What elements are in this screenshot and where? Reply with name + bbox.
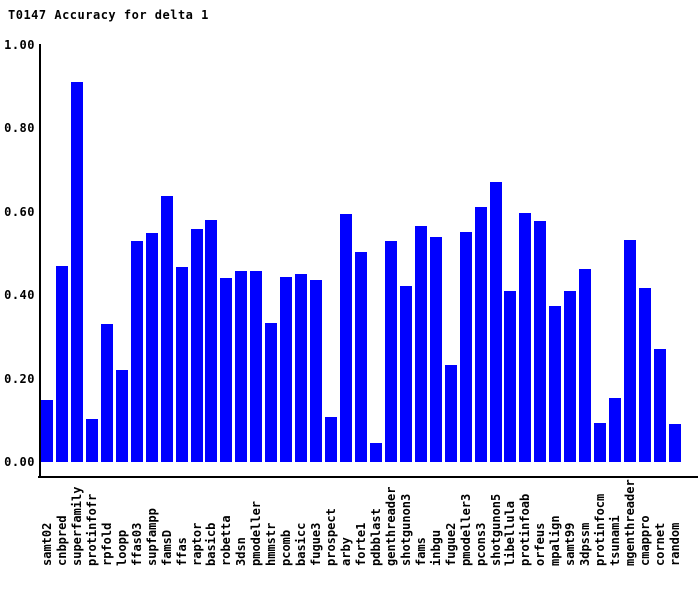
bar-3dpssm bbox=[579, 269, 591, 462]
bar-samt99 bbox=[564, 291, 576, 462]
x-tick-label-supfampp: supfampp bbox=[145, 508, 159, 566]
x-tick-label-3dpssm: 3dpssm bbox=[578, 522, 592, 566]
bar-samt02 bbox=[41, 400, 53, 462]
x-tick-label-rpfold: rpfold bbox=[100, 522, 114, 566]
x-tick-label-tsunami: tsunami bbox=[608, 515, 622, 566]
x-tick-label-random: random bbox=[668, 522, 682, 566]
bar-inbgu bbox=[430, 237, 442, 462]
x-tick-label-basicb: basicb bbox=[204, 522, 218, 566]
x-tick-label-3dsn: 3dsn bbox=[234, 537, 248, 566]
bar-basicb bbox=[205, 220, 217, 462]
bar-prospect bbox=[325, 417, 337, 462]
bar-genthreader bbox=[385, 241, 397, 462]
bar-random bbox=[669, 424, 681, 462]
x-tick-label-samt99: samt99 bbox=[563, 522, 577, 566]
bar-basicc bbox=[295, 274, 307, 462]
x-tick-label-libellula: libellula bbox=[503, 500, 517, 566]
x-tick-label-mgenthreader: mgenthreader bbox=[623, 479, 637, 566]
x-tick-label-ffas03: ffas03 bbox=[130, 522, 144, 566]
chart-title: T0147 Accuracy for delta 1 bbox=[8, 8, 209, 22]
bar-loopp bbox=[116, 370, 128, 462]
bar-famsD bbox=[161, 196, 173, 462]
y-tick-label: 0.20 bbox=[4, 371, 35, 386]
bar-fugue3 bbox=[310, 280, 322, 462]
bar-rpfold bbox=[101, 324, 113, 462]
bar-pdbblast bbox=[370, 443, 382, 462]
x-tick-label-basicc: basicc bbox=[294, 522, 308, 566]
bar-cnbpred bbox=[56, 266, 68, 462]
bar-robetta bbox=[220, 278, 232, 462]
bar-pcomb bbox=[280, 277, 292, 462]
x-tick-label-pdbblast: pdbblast bbox=[369, 508, 383, 566]
bar-shotgunon5 bbox=[490, 182, 502, 462]
x-tick-label-superfamily: superfamily bbox=[70, 486, 84, 566]
x-tick-label-forte1: forte1 bbox=[354, 522, 368, 566]
bar-fugue2 bbox=[445, 365, 457, 462]
x-tick-label-pmodeller3: pmodeller3 bbox=[459, 493, 473, 566]
bar-mpalign bbox=[549, 306, 561, 462]
bar-shotgunon3 bbox=[400, 286, 412, 462]
bar-libellula bbox=[504, 291, 516, 462]
bar-forte1 bbox=[355, 252, 367, 462]
bar-3dsn bbox=[235, 271, 247, 462]
x-tick-label-cornet: cornet bbox=[653, 522, 667, 566]
bar-supfampp bbox=[146, 233, 158, 462]
bar-orfeus bbox=[534, 221, 546, 462]
x-tick-label-protinfofr: protinfofr bbox=[85, 493, 99, 566]
bar-cornet bbox=[654, 349, 666, 462]
bar-raptor bbox=[191, 229, 203, 462]
x-tick-label-pmodeller: pmodeller bbox=[249, 500, 263, 566]
x-tick-label-inbgu: inbgu bbox=[429, 529, 443, 566]
bar-ffas03 bbox=[131, 241, 143, 462]
bar-arby bbox=[340, 214, 352, 462]
y-tick-label: 0.00 bbox=[4, 455, 35, 469]
x-tick-label-prospect: prospect bbox=[324, 508, 338, 566]
x-axis-line bbox=[38, 476, 698, 478]
x-tick-label-shotgunon5: shotgunon5 bbox=[489, 493, 503, 566]
bar-pmodeller bbox=[250, 271, 262, 462]
bar-cmappro bbox=[639, 288, 651, 462]
y-axis-line bbox=[39, 44, 41, 478]
x-tick-label-fugue2: fugue2 bbox=[444, 522, 458, 566]
x-tick-label-hmmstr: hmmstr bbox=[264, 522, 278, 566]
bar-pmodeller3 bbox=[460, 232, 472, 462]
x-tick-label-raptor: raptor bbox=[190, 522, 204, 566]
bar-protinfofr bbox=[86, 419, 98, 462]
bar-tsunami bbox=[609, 398, 621, 462]
x-tick-label-orfeus: orfeus bbox=[533, 522, 547, 566]
bar-protinfocm bbox=[594, 423, 606, 462]
x-tick-label-robetta: robetta bbox=[219, 515, 233, 566]
bar-protinfoab bbox=[519, 213, 531, 462]
x-tick-label-pcomb: pcomb bbox=[279, 529, 293, 566]
x-tick-label-famsD: famsD bbox=[160, 529, 174, 566]
bar-hmmstr bbox=[265, 323, 277, 462]
x-tick-label-loopp: loopp bbox=[115, 529, 129, 566]
x-tick-label-pcons3: pcons3 bbox=[474, 522, 488, 566]
y-tick-label: 0.80 bbox=[4, 121, 35, 136]
x-tick-label-protinfoab: protinfoab bbox=[518, 493, 532, 566]
x-tick-label-fugue3: fugue3 bbox=[309, 522, 323, 566]
y-tick-label: 1.00 bbox=[4, 38, 35, 52]
bar-superfamily bbox=[71, 82, 83, 462]
x-tick-label-cmappro: cmappro bbox=[638, 515, 652, 566]
y-tick-label: 0.40 bbox=[4, 288, 35, 303]
bar-mgenthreader bbox=[624, 240, 636, 462]
x-tick-label-genthreader: genthreader bbox=[384, 486, 398, 566]
bar-ffas bbox=[176, 267, 188, 462]
x-tick-label-mpalign: mpalign bbox=[548, 515, 562, 566]
x-tick-label-cnbpred: cnbpred bbox=[55, 515, 69, 566]
x-tick-label-fams: fams bbox=[414, 537, 428, 566]
x-tick-label-ffas: ffas bbox=[175, 537, 189, 566]
y-tick-label: 0.60 bbox=[4, 204, 35, 219]
x-tick-label-samt02: samt02 bbox=[40, 522, 54, 566]
bar-fams bbox=[415, 226, 427, 462]
x-tick-label-arby: arby bbox=[339, 537, 353, 566]
x-tick-label-protinfocm: protinfocm bbox=[593, 493, 607, 566]
bar-pcons3 bbox=[475, 207, 487, 462]
x-tick-label-shotgunon3: shotgunon3 bbox=[399, 493, 413, 566]
